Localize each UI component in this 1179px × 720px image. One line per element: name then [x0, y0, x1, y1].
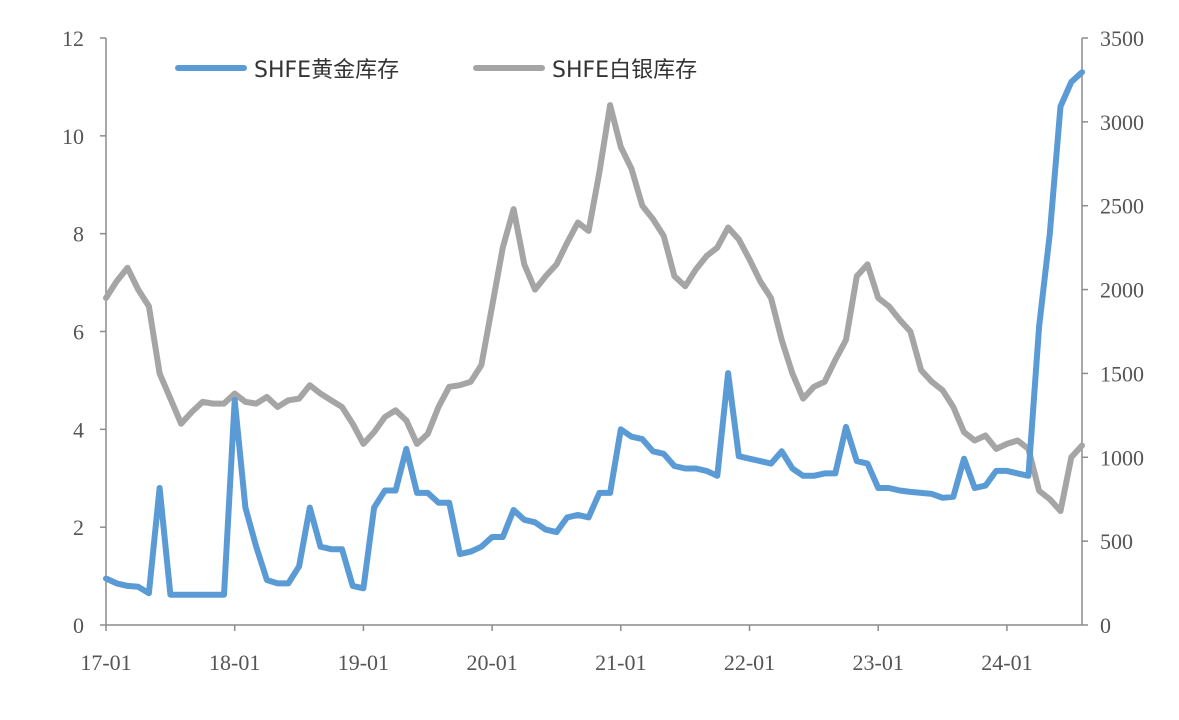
x-axis-ticks: 17-01 18-01 19-01 20-01 21-01 22-01 23-01 24-01: [80, 625, 1033, 675]
x-tick-label: 18-01: [209, 650, 260, 675]
left-tick-label: 6: [73, 320, 84, 345]
legend-label: SHFE黄金库存: [254, 58, 399, 83]
legend-label: SHFE白银库存: [552, 58, 697, 83]
series-line-silver: [103, 102, 1085, 514]
right-tick-label: 2500: [1100, 194, 1144, 219]
right-tick-label: 3500: [1100, 26, 1144, 51]
right-tick-label: 0: [1100, 613, 1111, 638]
x-tick-label: 17-01: [80, 650, 131, 675]
x-tick-label: 20-01: [466, 650, 517, 675]
x-tick-label: 24-01: [981, 650, 1032, 675]
series-line-gold: [103, 69, 1085, 598]
right-tick-label: 1500: [1100, 361, 1144, 386]
x-tick-label: 22-01: [724, 650, 775, 675]
right-tick-label: 500: [1100, 529, 1133, 554]
series-layer: [103, 69, 1085, 598]
x-tick-label: 23-01: [853, 650, 904, 675]
left-y-axis-ticks: 0 2 4 6 8 10 12: [62, 26, 106, 638]
left-tick-label: 4: [73, 417, 84, 442]
right-y-axis-ticks: 0 500 1000 1500 2000 2500 3000 3500: [1082, 26, 1144, 638]
x-tick-label: 21-01: [595, 650, 646, 675]
left-tick-label: 10: [62, 124, 84, 149]
left-tick-label: 12: [62, 26, 84, 51]
left-tick-label: 0: [73, 613, 84, 638]
right-tick-label: 1000: [1100, 445, 1144, 470]
left-tick-label: 8: [73, 222, 84, 247]
left-tick-label: 2: [73, 515, 84, 540]
right-tick-label: 3000: [1100, 110, 1144, 135]
right-tick-label: 2000: [1100, 278, 1144, 303]
x-tick-label: 19-01: [338, 650, 389, 675]
legend: SHFE黄金库存 SHFE白银库存: [175, 58, 697, 83]
